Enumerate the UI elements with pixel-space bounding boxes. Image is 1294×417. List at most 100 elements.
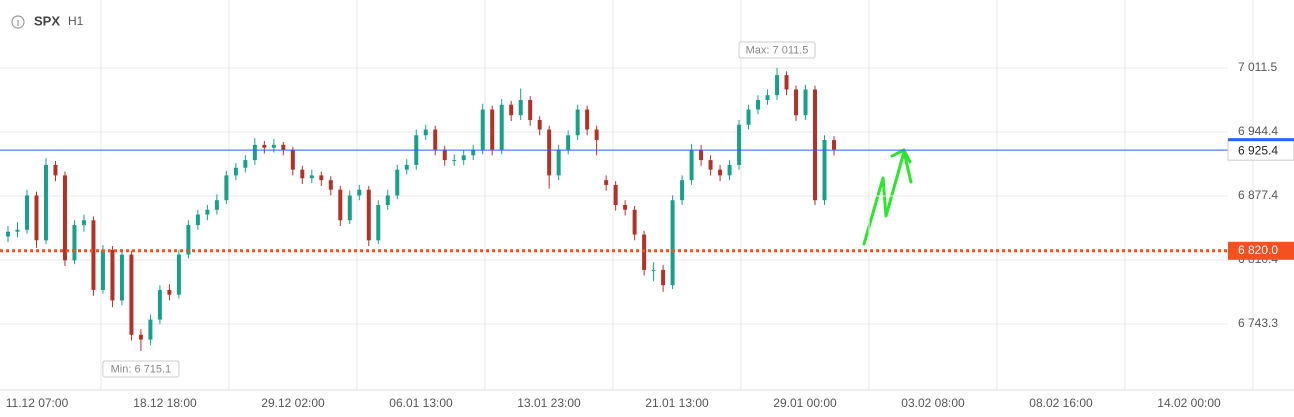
candle-body bbox=[385, 195, 390, 205]
candle-body bbox=[252, 144, 257, 161]
candle-body bbox=[243, 160, 248, 168]
chart-title: SPX bbox=[34, 13, 60, 28]
candle-body bbox=[72, 225, 77, 261]
candle-body bbox=[566, 135, 571, 150]
candle-body bbox=[737, 124, 742, 165]
annotation-text: Max: 7 011.5 bbox=[746, 44, 809, 56]
candle-body bbox=[680, 180, 685, 201]
annotation-box bbox=[738, 41, 816, 59]
y-tick-label: 6 944.4 bbox=[1238, 124, 1278, 138]
candle-body bbox=[471, 149, 476, 156]
x-tick-label: 21.01 13:00 bbox=[645, 396, 709, 410]
candle-body bbox=[803, 89, 808, 116]
x-tick-label: 14.02 00:00 bbox=[1157, 396, 1221, 410]
candle-body bbox=[585, 109, 590, 130]
candle-body bbox=[43, 164, 48, 241]
candle-body bbox=[718, 169, 723, 176]
candle-body bbox=[575, 109, 580, 136]
candle-body bbox=[100, 249, 105, 290]
candle-body bbox=[813, 89, 818, 201]
candle-body bbox=[699, 149, 704, 161]
candle-body bbox=[395, 169, 400, 196]
candle-body bbox=[119, 254, 124, 301]
candle-body bbox=[461, 155, 466, 161]
candle-body bbox=[442, 149, 447, 161]
price-badge-label: 6 925.4 bbox=[1238, 143, 1278, 157]
candle-body bbox=[613, 184, 618, 205]
candle-body bbox=[594, 129, 599, 141]
candle-body bbox=[81, 220, 86, 226]
candle-body bbox=[224, 175, 229, 201]
candle-body bbox=[794, 89, 799, 116]
candle-body bbox=[148, 319, 153, 340]
candle-body bbox=[509, 104, 514, 116]
candle-body bbox=[129, 254, 134, 335]
annotation-box bbox=[102, 360, 180, 378]
info-icon[interactable] bbox=[11, 15, 25, 29]
candle-body bbox=[205, 209, 210, 215]
candle-body bbox=[499, 104, 504, 150]
candle-body bbox=[157, 289, 162, 320]
candle-body bbox=[547, 129, 552, 176]
candle-body bbox=[366, 189, 371, 241]
y-tick-label: 6 877.4 bbox=[1238, 188, 1278, 202]
candle-body bbox=[300, 169, 305, 179]
annotation-text: Min: 6 715.1 bbox=[111, 363, 172, 375]
candle-body bbox=[62, 175, 67, 261]
candle-body bbox=[233, 167, 238, 176]
candle-body bbox=[661, 269, 666, 286]
candle-body bbox=[518, 99, 523, 116]
candle-body bbox=[347, 195, 352, 221]
candle-body bbox=[756, 99, 761, 110]
price-badge-accent bbox=[1228, 138, 1294, 142]
x-tick-label: 18.12 18:00 bbox=[133, 396, 197, 410]
candle-body bbox=[186, 225, 191, 255]
candle-body bbox=[357, 189, 362, 196]
candle-body bbox=[689, 149, 694, 181]
candle-body bbox=[433, 129, 438, 150]
candle-body bbox=[338, 189, 343, 221]
candle-body bbox=[6, 231, 10, 237]
candle-body bbox=[832, 140, 836, 150]
price-badge bbox=[1228, 241, 1294, 260]
y-tick-label: 6 743.3 bbox=[1238, 316, 1278, 330]
candle-body bbox=[822, 140, 827, 201]
candle-body bbox=[670, 200, 675, 286]
candle-body bbox=[15, 229, 20, 232]
candle-body bbox=[623, 204, 628, 210]
candle-body bbox=[784, 75, 789, 90]
candle-body bbox=[604, 180, 609, 185]
x-tick-label: 06.01 13:00 bbox=[389, 396, 453, 410]
candle-body bbox=[24, 195, 29, 230]
x-tick-label: 11.12 07:00 bbox=[6, 396, 69, 410]
candle-body bbox=[528, 99, 533, 121]
candle-body bbox=[176, 254, 181, 295]
candle-body bbox=[309, 175, 314, 179]
candles bbox=[6, 67, 836, 351]
candle-body bbox=[727, 164, 732, 176]
candle-body bbox=[480, 109, 485, 150]
candle-body bbox=[91, 220, 96, 290]
candle-body bbox=[490, 109, 495, 150]
candle-body bbox=[746, 109, 751, 125]
candle-body bbox=[556, 149, 561, 176]
x-tick-label: 08.02 16:00 bbox=[1029, 396, 1093, 410]
candle-body bbox=[53, 164, 58, 176]
candle-body bbox=[404, 164, 409, 170]
candle-body bbox=[376, 204, 381, 241]
candle-body bbox=[319, 175, 324, 181]
chart-subtitle: H1 bbox=[68, 14, 84, 28]
candle-body bbox=[214, 200, 219, 210]
candle-body bbox=[537, 120, 542, 130]
candle-body bbox=[110, 249, 115, 301]
x-tick-label: 13.01 23:00 bbox=[517, 396, 581, 410]
x-tick-label: 29.12 02:00 bbox=[261, 396, 325, 410]
candle-body bbox=[765, 95, 770, 100]
candle-body bbox=[423, 129, 428, 136]
candle-body bbox=[167, 289, 172, 295]
x-tick-label: 29.01 00:00 bbox=[773, 396, 837, 410]
candle-body bbox=[271, 144, 276, 148]
candle-body bbox=[651, 269, 656, 271]
candle-body bbox=[34, 195, 39, 241]
